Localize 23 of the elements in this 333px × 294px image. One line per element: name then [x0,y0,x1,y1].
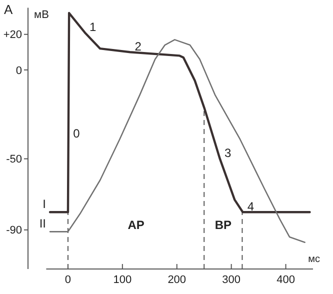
annotation: АР [128,218,144,232]
x-tick-label: 0 [64,274,72,286]
x-tick-label: 400 [276,274,295,286]
x-tick-label: 200 [168,274,186,286]
line-series [49,39,306,243]
annotation: 2 [134,39,142,54]
line-series [48,12,311,214]
annotation: 1 [90,20,97,34]
y-tick-label: -90 [6,224,22,237]
x-tick-label: 300 [222,274,241,286]
y-tick-label: 0 [16,64,22,77]
y-tick-label: -50 [6,154,22,166]
y-axis-title: мВ [34,9,49,21]
x-axis-title: мс [308,254,320,265]
annotation: 3 [224,146,232,160]
series-label: II [39,216,46,231]
text: А [4,2,13,17]
annotation: ВР [214,218,232,232]
y-tick-label: +20 [3,29,22,42]
series-label: I [42,197,46,212]
annotation: 0 [73,126,80,140]
x-tick-label: 100 [113,274,132,286]
annotation: 4 [247,199,254,214]
